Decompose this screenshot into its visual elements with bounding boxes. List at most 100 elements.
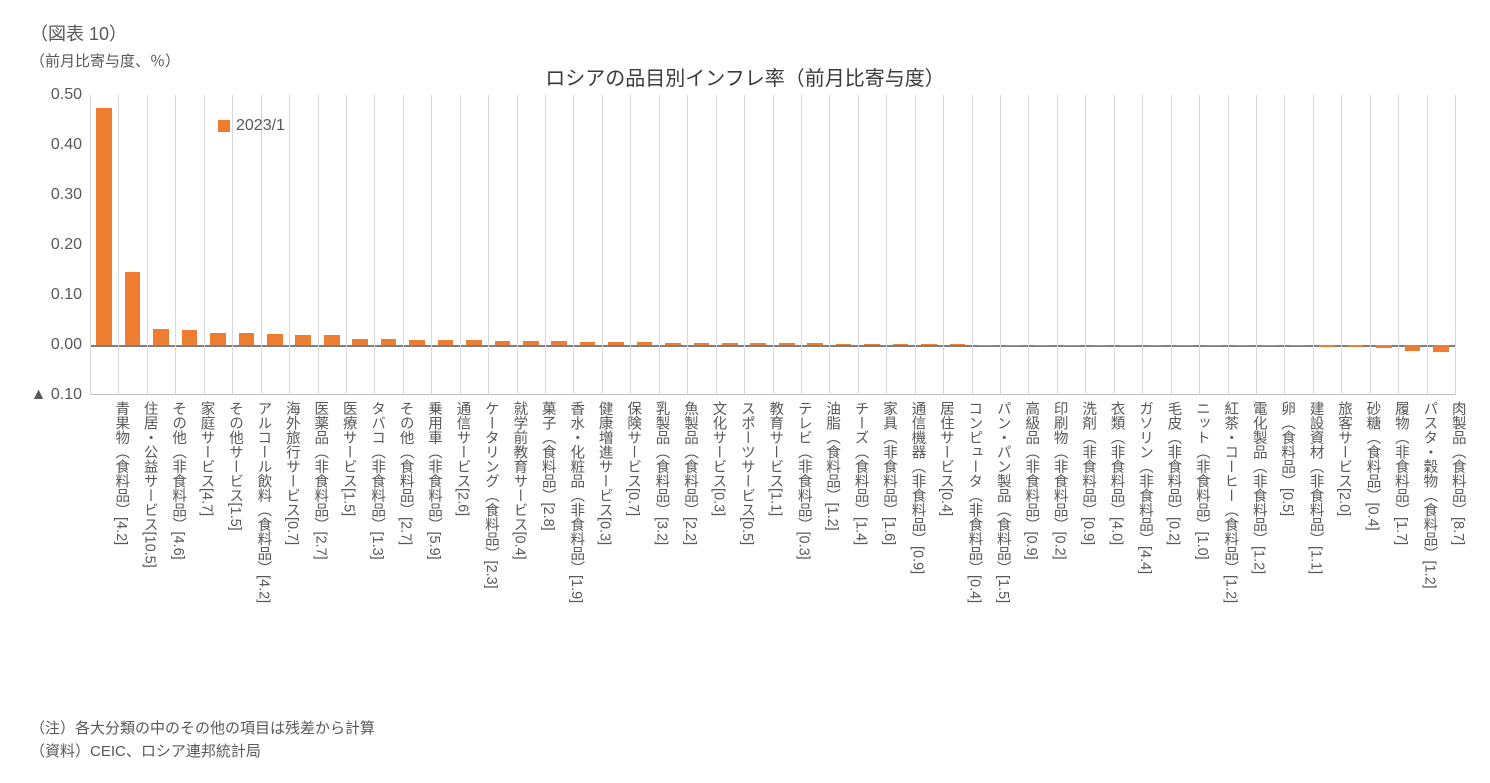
x-tick-label: 旅客サービス[2.0] xyxy=(1334,401,1355,516)
bar xyxy=(466,340,482,345)
bar xyxy=(1006,345,1022,346)
chart-title: ロシアの品目別インフレ率（前月比寄与度） xyxy=(0,62,1490,91)
bar xyxy=(1348,345,1364,347)
x-tick-label: パスタ・穀物（食料品）[1.2] xyxy=(1419,401,1440,589)
bar xyxy=(153,329,169,346)
x-tick-label: スポーツサービス[0.5] xyxy=(737,401,758,545)
bar xyxy=(1120,345,1136,346)
bar xyxy=(1035,345,1051,346)
bar xyxy=(722,343,738,345)
grid-vertical xyxy=(1284,95,1285,395)
x-tick-label: 家具（非食料品）[1.6] xyxy=(879,401,900,545)
grid-vertical xyxy=(1114,95,1115,395)
grid-vertical xyxy=(346,95,347,395)
grid-vertical xyxy=(1398,95,1399,395)
bar xyxy=(409,340,425,346)
bar xyxy=(978,345,994,346)
grid-vertical xyxy=(118,95,119,395)
grid-vertical xyxy=(431,95,432,395)
grid-vertical xyxy=(545,95,546,395)
grid-vertical xyxy=(1199,95,1200,395)
y-tick-label: 0.20 xyxy=(51,236,82,254)
grid-vertical xyxy=(1455,95,1456,395)
grid-vertical xyxy=(1313,95,1314,395)
x-tick-label: 洗剤（非食料品）[0.9] xyxy=(1078,401,1099,545)
grid-vertical xyxy=(1000,95,1001,395)
grid-vertical xyxy=(318,95,319,395)
grid-vertical xyxy=(1228,95,1229,395)
bar xyxy=(210,333,226,345)
bar xyxy=(750,343,766,345)
x-tick-label: テレビ（非食料品）[0.3] xyxy=(794,401,815,560)
x-tick-label: パン・パン製品（食料品）[1.5] xyxy=(993,401,1014,603)
bar xyxy=(523,341,539,346)
y-tick-label: ▲ 0.10 xyxy=(31,386,82,404)
grid-vertical xyxy=(147,95,148,395)
bar xyxy=(836,344,852,346)
bar xyxy=(1205,345,1221,346)
bar xyxy=(1177,345,1193,346)
grid-vertical xyxy=(460,95,461,395)
legend-label: 2023/1 xyxy=(236,117,285,135)
x-tick-label: ニット（非食料品）[1.0] xyxy=(1192,401,1213,560)
bar xyxy=(125,272,141,346)
grid-vertical xyxy=(744,95,745,395)
x-tick-label: アルコール飲料（食料品）[4.2] xyxy=(253,401,274,603)
x-tick-label: 紅茶・コーヒー（食料品）[1.2] xyxy=(1220,401,1241,603)
x-tick-label: 保険サービス[0.7] xyxy=(623,401,644,516)
x-tick-label: 青果物（食料品）[4.2] xyxy=(111,401,132,545)
x-tick-label: 印刷物（非食料品）[0.2] xyxy=(1050,401,1071,560)
x-tick-label: 油脂（食料品）[1.2] xyxy=(822,401,843,531)
x-tick-label: その他（食料品）[2.7] xyxy=(396,401,417,545)
grid-vertical xyxy=(602,95,603,395)
x-tick-label: その他（非食料品）[4.6] xyxy=(168,401,189,560)
x-tick-label: 教育サービス[1.1] xyxy=(765,401,786,516)
bar xyxy=(1149,345,1165,346)
grid-vertical xyxy=(773,95,774,395)
grid-vertical xyxy=(1171,95,1172,395)
x-tick-label: チーズ（食料品）[1.4] xyxy=(851,401,872,545)
bar xyxy=(267,334,283,345)
bar xyxy=(295,335,311,345)
x-tick-label: 砂糖（食料品）[0.4] xyxy=(1362,401,1383,531)
y-tick-label: 0.00 xyxy=(51,336,82,354)
grid-vertical xyxy=(943,95,944,395)
bar xyxy=(1376,345,1392,348)
x-tick-label: 就学前教育サービス[0.4] xyxy=(509,401,530,560)
x-tick-label: 衣類（非食料品）[4.0] xyxy=(1107,401,1128,545)
x-tick-label: 魚製品（食料品）[2.2] xyxy=(680,401,701,545)
bar xyxy=(352,339,368,346)
bar xyxy=(665,343,681,346)
grid-vertical xyxy=(175,95,176,395)
grid-vertical xyxy=(1427,95,1428,395)
x-tick-label: 建設資材（非食料品）[1.1] xyxy=(1306,401,1327,574)
bar xyxy=(637,342,653,345)
bar xyxy=(182,330,198,345)
grid-vertical xyxy=(1256,95,1257,395)
grid-vertical xyxy=(1057,95,1058,395)
x-tick-label: 海外旅行サービス[0.7] xyxy=(282,401,303,545)
figure-number: （図表 10） xyxy=(30,20,1460,46)
grid-vertical xyxy=(261,95,262,395)
x-tick-label: コンピュータ（非食料品）[0.4] xyxy=(964,401,985,603)
x-tick-label: 毛皮（非食料品）[0.2] xyxy=(1163,401,1184,545)
bar xyxy=(381,339,397,345)
grid-vertical xyxy=(659,95,660,395)
grid-vertical xyxy=(1085,95,1086,395)
x-tick-label: 文化サービス[0.3] xyxy=(708,401,729,516)
x-tick-label: 高級品（非食料品）[0.9] xyxy=(1021,401,1042,560)
x-tick-label: 乳製品（食料品）[3.2] xyxy=(652,401,673,545)
grid-vertical xyxy=(858,95,859,395)
bar xyxy=(551,341,567,345)
bar xyxy=(1433,345,1449,352)
grid-vertical xyxy=(1142,95,1143,395)
grid-vertical xyxy=(1370,95,1371,395)
grid-vertical xyxy=(801,95,802,395)
bar xyxy=(1063,345,1079,346)
grid-vertical xyxy=(972,95,973,395)
bar xyxy=(694,343,710,346)
grid-vertical xyxy=(573,95,574,395)
grid-vertical xyxy=(204,95,205,395)
legend-swatch-icon xyxy=(218,120,230,132)
bar xyxy=(893,344,909,346)
